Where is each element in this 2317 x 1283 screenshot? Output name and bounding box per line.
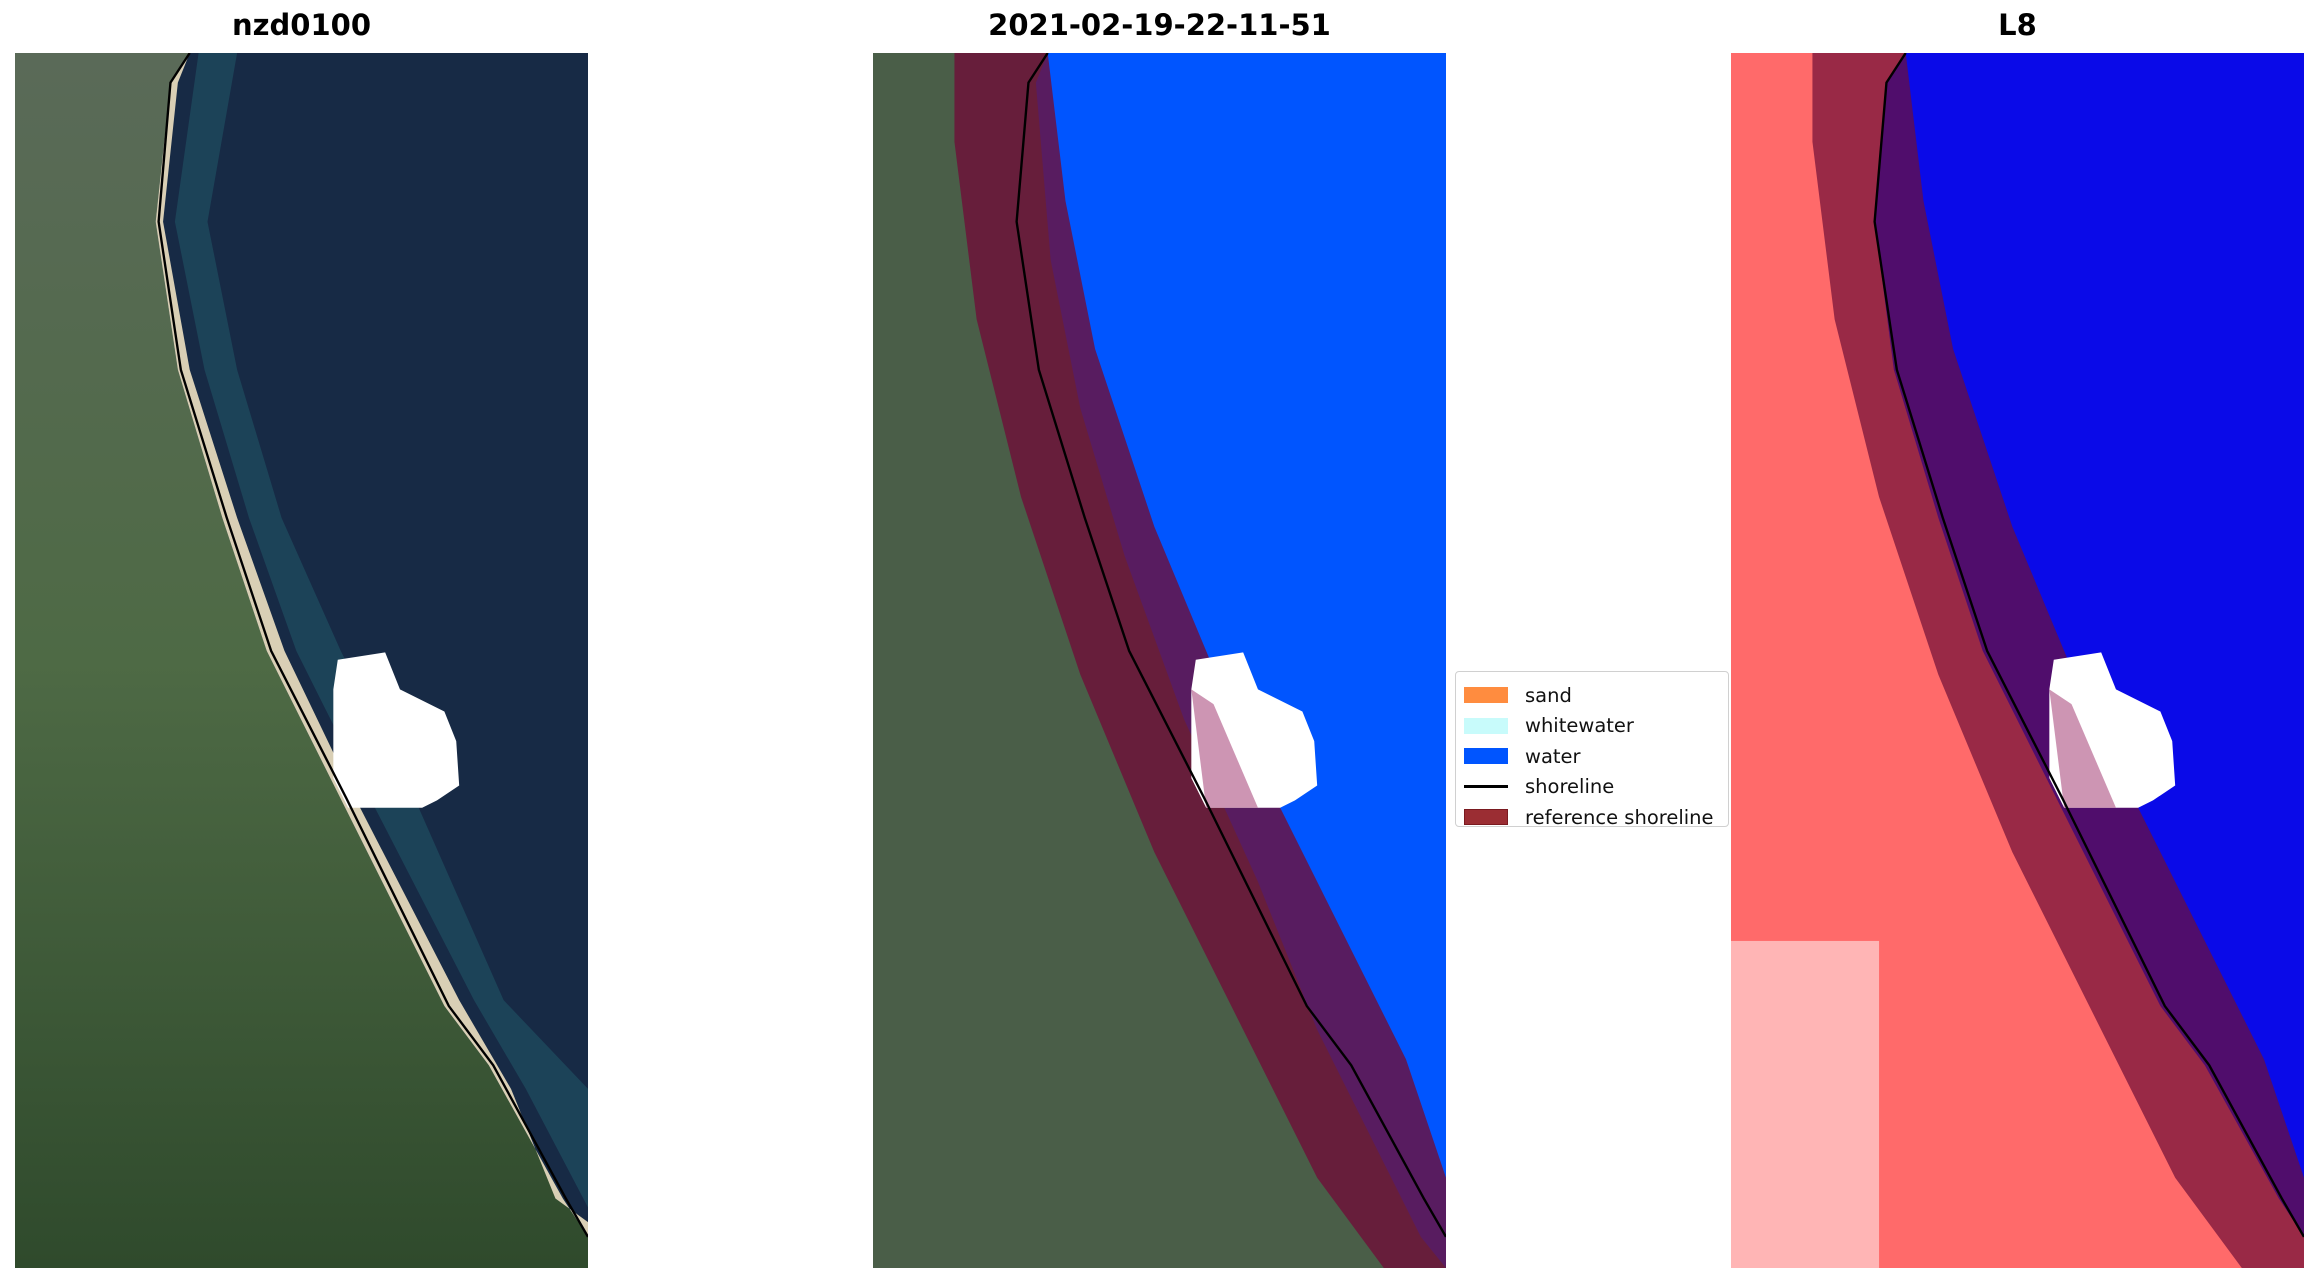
legend-item-shoreline: shoreline xyxy=(1464,772,1728,803)
water-swatch xyxy=(1464,748,1508,765)
legend-item-reference-shoreline: reference shoreline xyxy=(1464,802,1728,833)
shoreline xyxy=(1873,53,2304,1238)
shoreline xyxy=(157,53,588,1238)
legend-item-sand: sand xyxy=(1464,680,1728,711)
classification-panel xyxy=(873,53,1446,1268)
legend-label: shoreline xyxy=(1525,775,1615,799)
legend-label: reference shoreline xyxy=(1525,805,1714,829)
legend-label: water xyxy=(1525,744,1581,768)
surf-zone xyxy=(174,53,588,1208)
panel-title-classified: 2021-02-19-22-11-51 xyxy=(988,8,1331,42)
reference-shoreline-swatch xyxy=(1464,809,1508,826)
shoreline-line-swatch xyxy=(1464,785,1508,789)
panel-title-index: L8 xyxy=(1998,8,2037,42)
land-area xyxy=(15,53,588,1268)
legend: sand whitewater water shoreline referenc… xyxy=(1455,671,1729,829)
sand-swatch xyxy=(1464,687,1508,704)
legend-item-whitewater: whitewater xyxy=(1464,711,1728,742)
index-panel xyxy=(1731,53,2304,1268)
cloud-mask xyxy=(333,652,460,808)
legend-label: whitewater xyxy=(1525,714,1634,738)
legend-label: sand xyxy=(1525,683,1572,707)
rgb-image-panel xyxy=(15,53,588,1268)
legend-item-water: water xyxy=(1464,741,1728,772)
whitewater-swatch xyxy=(1464,717,1508,734)
panel-title-rgb: nzd0100 xyxy=(232,8,371,42)
shoreline xyxy=(1015,53,1446,1238)
